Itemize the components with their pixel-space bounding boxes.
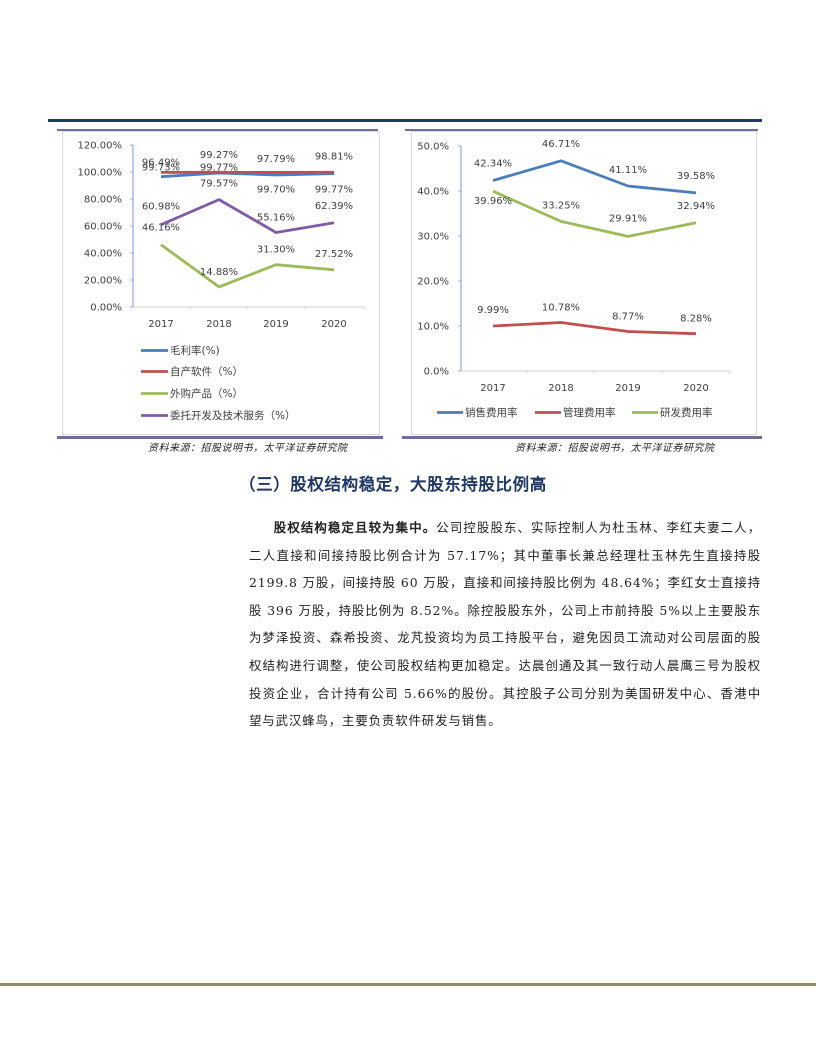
data-label: 99.77%	[315, 184, 353, 195]
left-chart-frame	[62, 131, 380, 435]
x-tick-label: 2019	[263, 319, 288, 330]
data-label: 31.30%	[257, 245, 295, 256]
x-tick-label: 2019	[615, 383, 640, 394]
data-label: 29.91%	[609, 213, 647, 224]
data-label: 99.73%	[142, 162, 180, 173]
left-figure-top-rule	[57, 129, 378, 131]
y-tick-label: 60.00%	[84, 222, 122, 233]
data-label: 99.77%	[200, 162, 238, 173]
data-label: 10.78%	[542, 302, 580, 313]
x-tick-label: 2017	[480, 383, 505, 394]
data-label: 32.94%	[677, 201, 715, 212]
data-label: 60.98%	[142, 202, 180, 213]
series-line	[160, 198, 335, 234]
series-line	[492, 321, 697, 336]
right-figure-caption: 资料来源：招股说明书，太平洋证券研究院	[515, 443, 715, 454]
data-label: 27.52%	[315, 249, 353, 260]
section-title: （三）股权结构稳定，大股东持股比例高	[239, 475, 547, 494]
x-tick-label: 2018	[548, 383, 573, 394]
left-figure-caption: 资料来源：招股说明书，太平洋证券研究院	[148, 443, 348, 454]
legend-label: 自产软件（%）	[170, 365, 243, 378]
data-label: 9.99%	[477, 305, 509, 316]
data-label: 98.81%	[315, 152, 353, 163]
paragraph-lead: 股权结构稳定且较为集中。	[273, 520, 437, 535]
y-tick-label: 40.0%	[417, 187, 449, 198]
y-tick-label: 10.0%	[417, 322, 449, 333]
legend-label: 外购产品（%）	[170, 387, 243, 400]
right-figure-bottom-rule	[402, 436, 762, 439]
right-chart: 0.0% 10.0% 20.0% 30.0% 40.0% 50.0% 2017 2018 201…	[417, 139, 731, 419]
footer-rule	[0, 983, 816, 986]
data-label: 62.39%	[315, 201, 353, 212]
data-label: 55.16%	[257, 213, 295, 224]
data-label: 97.79%	[257, 154, 295, 165]
data-label: 46.71%	[542, 139, 580, 150]
legend-label: 毛利率(%)	[170, 344, 220, 357]
legend-label: 销售费用率	[465, 406, 518, 419]
y-tick-label: 50.0%	[417, 142, 449, 153]
y-tick-label: 40.00%	[84, 249, 122, 260]
header-rule	[48, 119, 762, 122]
data-label: 14.88%	[200, 267, 238, 278]
series-line	[160, 171, 335, 179]
y-tick-label: 20.0%	[417, 277, 449, 288]
y-tick-label: 100.00%	[78, 168, 123, 179]
legend-label: 委托开发及技术服务（%）	[170, 409, 295, 422]
x-tick-label: 2017	[148, 319, 173, 330]
data-label: 42.34%	[474, 158, 512, 169]
body-paragraph: 股权结构稳定且较为集中。公司控股股东、实际控制人为杜玉林、李红夫妻二人，二人直接…	[249, 514, 761, 735]
paragraph-body: 公司控股股东、实际控制人为杜玉林、李红夫妻二人，二人直接和间接持股比例合计为 5…	[249, 520, 761, 729]
y-tick-label: 30.0%	[417, 232, 449, 243]
series-line	[492, 189, 697, 238]
data-label: 79.57%	[200, 179, 238, 190]
y-tick-label: 20.00%	[84, 276, 122, 287]
data-label: 99.70%	[257, 184, 295, 195]
right-chart-frame	[411, 131, 757, 435]
right-figure-top-rule	[405, 129, 758, 131]
y-tick-label: 80.00%	[84, 195, 122, 206]
left-figure-bottom-rule	[57, 436, 383, 439]
data-label: 41.11%	[609, 165, 647, 176]
data-label: 99.27%	[200, 150, 238, 161]
x-tick-label: 2020	[683, 383, 708, 394]
y-tick-label: 120.00%	[78, 141, 123, 152]
data-label: 39.96%	[474, 196, 512, 207]
data-label: 33.25%	[542, 200, 580, 211]
data-label: 96.49%	[142, 158, 180, 169]
x-tick-label: 2020	[321, 319, 346, 330]
y-tick-label: 0.00%	[90, 303, 122, 314]
data-label: 8.28%	[680, 314, 712, 325]
data-label: 8.77%	[612, 312, 644, 323]
legend-label: 研发费用率	[660, 406, 713, 419]
series-line	[160, 243, 335, 289]
left-chart: 0.00% 20.00% 40.00% 60.00% 80.00% 100.00% 120.…	[78, 141, 365, 422]
x-tick-label: 2018	[206, 319, 231, 330]
legend-label: 管理费用率	[563, 406, 616, 419]
series-line	[492, 159, 697, 195]
data-label: 46.16%	[142, 223, 180, 234]
data-label: 39.58%	[677, 171, 715, 182]
y-tick-label: 0.0%	[424, 367, 449, 378]
